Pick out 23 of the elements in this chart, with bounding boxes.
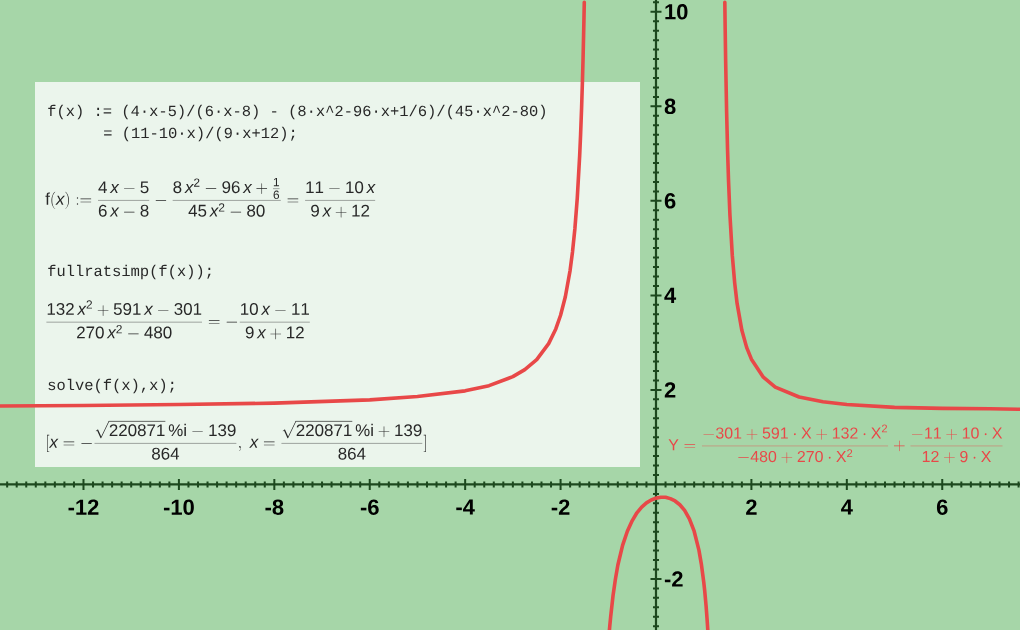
annotation: $\mathrm{f}(x):=\frac{4\,x-5}{6\,x-8}-\frac{8\,x^{2}-96\,x+\frac{1}{6}}{45\,x^{2}-80}=\frac{11-10\,x}{9\,x+12}$: [45, 178, 376, 218]
annotation: f(x) := (4·x-5)/(6·x-8) - (8·x^2-96·x+1/6)/(45·x^2-80): [48, 104, 545, 120]
y-tick-label: 4: [664, 287, 677, 303]
series-label: $Y=\frac{-301+591\cdot X+132\cdot X^{2}}{-480+270\cdot X^{2}}+\frac{-11+10\cdot X}{12+9\cdot X}$: [668, 424, 1003, 464]
annotation: $\frac{132\,x^{2}+591\,x-301}{270\,x^{2}-480}=-\frac{10\,x-11}{9\,x+12}$: [46, 300, 310, 340]
y-tick-label: -2: [664, 571, 683, 587]
x-tick-label: -8: [265, 499, 284, 515]
y-tick-label: 8: [664, 98, 676, 115]
annotation: solve(f(x),x);: [48, 378, 174, 394]
x-tick-label: -12: [68, 499, 99, 515]
y-tick-label: 2: [664, 382, 676, 398]
x-tick-label: -10: [163, 499, 194, 515]
x-tick-label: 4: [841, 499, 853, 515]
y-tick-label: 6: [664, 193, 676, 209]
x-tick-label: 6: [936, 499, 948, 515]
annotation: $[x=-\frac{\sqrt{220871}\,\mbox{\%i}-139}{864},\ x=\frac{\sqrt{220871}\,\mbox{\%i}+139}{864}]$: [47, 421, 426, 460]
x-tick-label: -6: [360, 499, 379, 515]
x-tick-label: -4: [456, 499, 475, 515]
x-tick-label: -2: [551, 499, 570, 515]
annotation: = (11-10·x)/(9·x+12);: [104, 126, 295, 142]
annotation: fullratsimp(f(x));: [48, 264, 211, 280]
x-tick-label: 2: [746, 499, 757, 515]
y-tick-label: 10: [665, 4, 688, 20]
